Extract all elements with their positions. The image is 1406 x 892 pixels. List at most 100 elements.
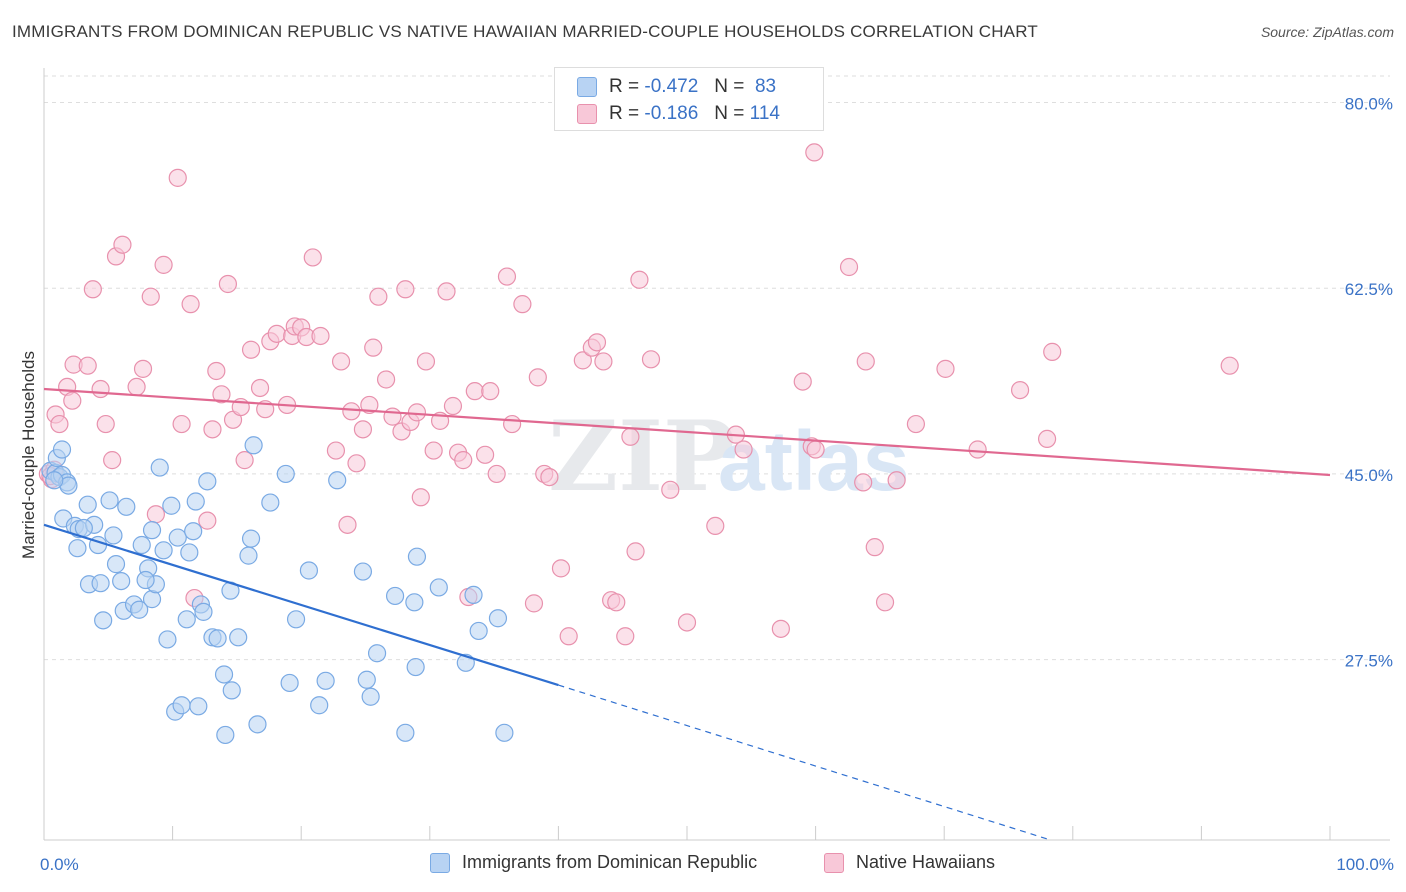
- data-point: [875, 593, 895, 612]
- data-point: [481, 382, 500, 401]
- data-point: [184, 522, 203, 541]
- data-point: [454, 451, 473, 470]
- data-point: [218, 274, 237, 294]
- data-point: [353, 420, 373, 439]
- data-point: [607, 593, 626, 612]
- data-point: [326, 441, 346, 460]
- blue-swatch: [430, 852, 450, 873]
- data-point: [437, 282, 456, 301]
- data-point: [104, 526, 123, 545]
- watermark: ZIP atlas: [548, 400, 909, 513]
- data-point: [194, 602, 213, 621]
- legend-label: Native Hawaiians: [856, 852, 996, 872]
- data-point: [513, 295, 532, 314]
- data-point: [172, 414, 191, 434]
- watermark-atlas: atlas: [718, 414, 909, 508]
- data-point: [63, 391, 82, 410]
- data-point: [198, 511, 217, 530]
- data-point: [158, 630, 177, 649]
- x-tick-label: 0.0%: [40, 855, 79, 874]
- series-immigrants-dominican-republic: [41, 436, 514, 745]
- data-point: [100, 491, 119, 510]
- data-point: [68, 539, 87, 558]
- data-point: [626, 542, 645, 561]
- data-point: [793, 372, 812, 391]
- data-point: [621, 427, 640, 446]
- data-point: [222, 681, 241, 700]
- watermark-zip: ZIP: [548, 400, 735, 513]
- data-point: [74, 518, 93, 538]
- n-label: N =: [714, 103, 745, 124]
- trend-line-extrapolated: [558, 684, 1048, 840]
- data-point: [276, 464, 295, 484]
- data-point: [112, 571, 131, 591]
- data-point: [103, 451, 122, 470]
- n-label: N =: [714, 76, 745, 97]
- data-point: [132, 535, 151, 555]
- data-point: [181, 295, 200, 314]
- stats-row-pink: R = -0.186 N = 114: [577, 102, 780, 126]
- n-value: 83: [754, 76, 777, 97]
- data-point: [172, 696, 191, 715]
- data-point: [854, 473, 873, 492]
- data-point: [91, 574, 110, 593]
- data-point: [587, 333, 607, 352]
- data-point: [1037, 429, 1057, 448]
- data-point: [168, 168, 187, 187]
- trend-lines: [43, 387, 1331, 840]
- data-point: [331, 352, 351, 371]
- data-point: [364, 338, 383, 357]
- data-point: [661, 480, 680, 499]
- data-point: [212, 385, 231, 404]
- data-point: [407, 403, 427, 422]
- data-point: [50, 414, 69, 434]
- data-point: [261, 493, 280, 512]
- data-point: [186, 492, 205, 511]
- data-point: [45, 471, 64, 490]
- data-point: [267, 324, 286, 343]
- legend-item-native-hawaiians: Native Hawaiians: [824, 852, 995, 873]
- data-point: [78, 356, 97, 375]
- y-tick-label: 27.5%: [1345, 652, 1393, 671]
- series-legend: Immigrants from Dominican Republic Nativ…: [0, 852, 1406, 878]
- series-native-hawaiians: [38, 143, 1239, 646]
- data-point: [367, 644, 387, 663]
- data-point: [405, 593, 424, 612]
- data-point: [353, 562, 373, 581]
- legend-label: Immigrants from Dominican Republic: [462, 852, 758, 872]
- tick-labels: 80.0% 62.5% 45.0% 27.5% 0.0% 100.0%: [40, 95, 1394, 874]
- data-point: [407, 547, 427, 566]
- data-point: [235, 451, 254, 470]
- r-label: R =: [609, 103, 640, 124]
- data-point: [127, 377, 146, 397]
- y-tick-label: 45.0%: [1345, 466, 1393, 485]
- data-point: [573, 351, 592, 370]
- data-point: [316, 671, 335, 690]
- data-point: [250, 378, 270, 398]
- data-point: [706, 516, 725, 536]
- data-point: [406, 657, 425, 677]
- data-point: [216, 725, 235, 745]
- data-point: [96, 414, 115, 434]
- data-point: [559, 627, 578, 646]
- n-value: 114: [749, 103, 780, 124]
- data-point: [239, 546, 258, 565]
- data-point: [113, 235, 132, 254]
- data-point: [856, 352, 875, 371]
- data-point: [146, 505, 165, 524]
- data-point: [865, 538, 884, 557]
- data-point: [839, 257, 859, 277]
- y-tick-label: 80.0%: [1345, 95, 1393, 114]
- data-point: [208, 629, 227, 648]
- data-point: [168, 528, 187, 547]
- data-point: [503, 414, 522, 434]
- chart-title: IMMIGRANTS FROM DOMINICAN REPUBLIC VS NA…: [12, 22, 1038, 41]
- stats-legend: R = -0.472 N = 83 R = -0.186 N = 114: [554, 67, 824, 131]
- data-point: [806, 440, 825, 459]
- data-point: [376, 370, 396, 389]
- data-point: [424, 441, 443, 460]
- data-point: [416, 352, 436, 371]
- data-point: [342, 402, 361, 421]
- axes: [43, 68, 1390, 841]
